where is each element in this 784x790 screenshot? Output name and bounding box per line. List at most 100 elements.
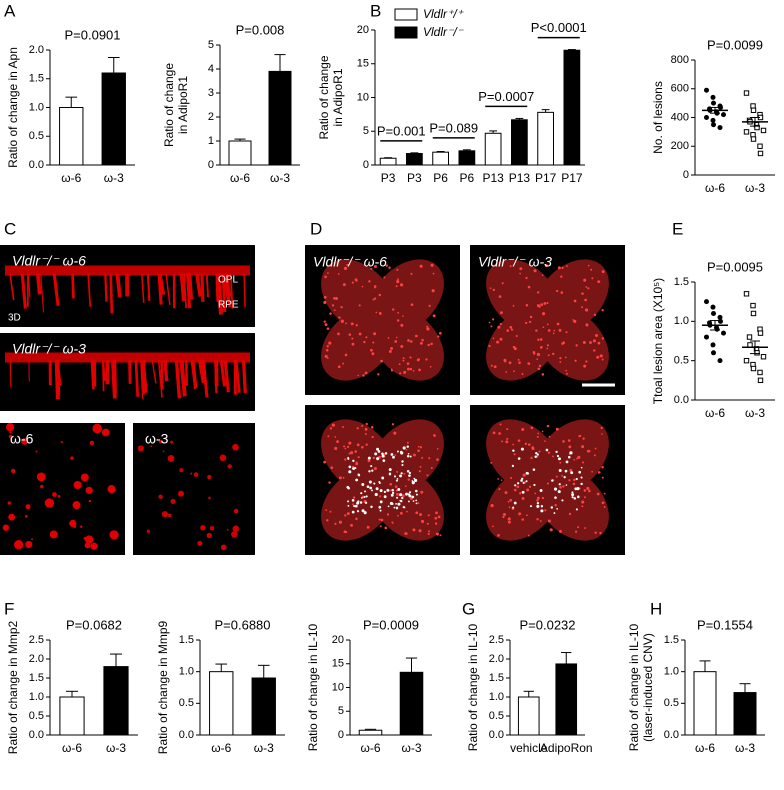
- spot: [380, 500, 383, 503]
- y-axis-label: Ratio of change in Apn: [6, 47, 20, 168]
- spot: [429, 305, 431, 307]
- spot: [361, 483, 364, 486]
- spot: [519, 273, 521, 275]
- spot: [378, 506, 381, 509]
- spot: [579, 435, 581, 437]
- spot: [556, 428, 559, 431]
- spot: [407, 339, 410, 342]
- spot: [391, 453, 394, 456]
- p-value: P=0.0682: [66, 617, 122, 632]
- spot: [426, 474, 428, 476]
- spot: [179, 468, 183, 472]
- spot: [372, 341, 374, 343]
- spot: [572, 496, 574, 498]
- x-tick-label: P17: [535, 171, 557, 185]
- spot: [14, 540, 23, 549]
- spot: [347, 458, 349, 460]
- bar: [512, 120, 528, 165]
- spot: [420, 491, 423, 494]
- spot: [352, 511, 355, 514]
- spot: [506, 428, 508, 430]
- point: [704, 299, 709, 304]
- spot: [436, 458, 439, 461]
- spot: [593, 349, 595, 351]
- bar: [252, 678, 275, 735]
- spot: [577, 496, 580, 499]
- spot: [396, 480, 398, 482]
- y-tick-label: 0.0: [179, 729, 194, 741]
- spot: [410, 456, 412, 458]
- spot: [400, 512, 403, 515]
- spot: [168, 514, 172, 518]
- spot: [420, 466, 422, 468]
- spot: [342, 426, 344, 428]
- spot: [392, 423, 394, 425]
- y-tick-label: 0: [683, 169, 689, 181]
- y-tick-label: 20: [332, 634, 344, 646]
- spot: [597, 280, 600, 283]
- spot: [542, 373, 545, 376]
- spot: [506, 329, 509, 332]
- spot: [589, 341, 592, 344]
- spot: [435, 522, 437, 524]
- spot: [602, 477, 604, 479]
- spot: [355, 479, 358, 482]
- panel-label: F: [4, 599, 14, 618]
- spot: [566, 484, 568, 486]
- spot: [562, 485, 564, 487]
- spot: [602, 359, 604, 361]
- spot: [382, 459, 385, 462]
- bar: [210, 672, 233, 735]
- spot: [388, 337, 390, 339]
- y-tick-label: 1.0: [29, 101, 44, 113]
- point: [744, 91, 748, 95]
- spot: [505, 491, 508, 494]
- spot: [503, 513, 506, 516]
- spot: [506, 438, 508, 440]
- spot: [530, 316, 532, 318]
- spot: [525, 322, 527, 324]
- spot: [402, 494, 405, 497]
- spot: [397, 451, 399, 453]
- spot: [585, 323, 588, 326]
- spot: [344, 530, 347, 533]
- spot: [221, 544, 227, 550]
- spot: [52, 492, 57, 497]
- spot: [540, 303, 543, 306]
- spot: [365, 428, 368, 431]
- tissue-streak: [202, 274, 203, 302]
- spot: [373, 332, 376, 335]
- spot: [354, 467, 356, 469]
- spot: [397, 478, 399, 480]
- spot: [208, 497, 211, 500]
- spot: [542, 312, 545, 315]
- spot: [367, 485, 370, 488]
- point: [704, 335, 709, 340]
- spot: [417, 359, 420, 362]
- spot: [594, 454, 596, 456]
- spot: [600, 354, 603, 357]
- spot: [330, 427, 332, 429]
- spot: [396, 280, 399, 283]
- spot: [522, 373, 524, 375]
- spot: [427, 344, 429, 346]
- spot: [525, 277, 527, 279]
- spot: [384, 495, 387, 498]
- spot: [575, 531, 577, 533]
- spot: [554, 512, 556, 514]
- spot: [415, 335, 418, 338]
- image-label: Vldlr⁻/⁻ ω-3: [12, 341, 86, 357]
- spot: [391, 489, 394, 492]
- spot: [92, 424, 102, 434]
- spot: [8, 514, 15, 521]
- spot: [323, 461, 326, 464]
- spot: [407, 445, 409, 447]
- spot: [492, 318, 494, 320]
- spot: [509, 326, 512, 329]
- spot: [357, 473, 359, 475]
- spot: [584, 489, 587, 492]
- spot: [557, 323, 560, 326]
- spot: [518, 457, 521, 460]
- spot: [539, 365, 541, 367]
- y-axis-label: in AdipoR1: [176, 76, 190, 134]
